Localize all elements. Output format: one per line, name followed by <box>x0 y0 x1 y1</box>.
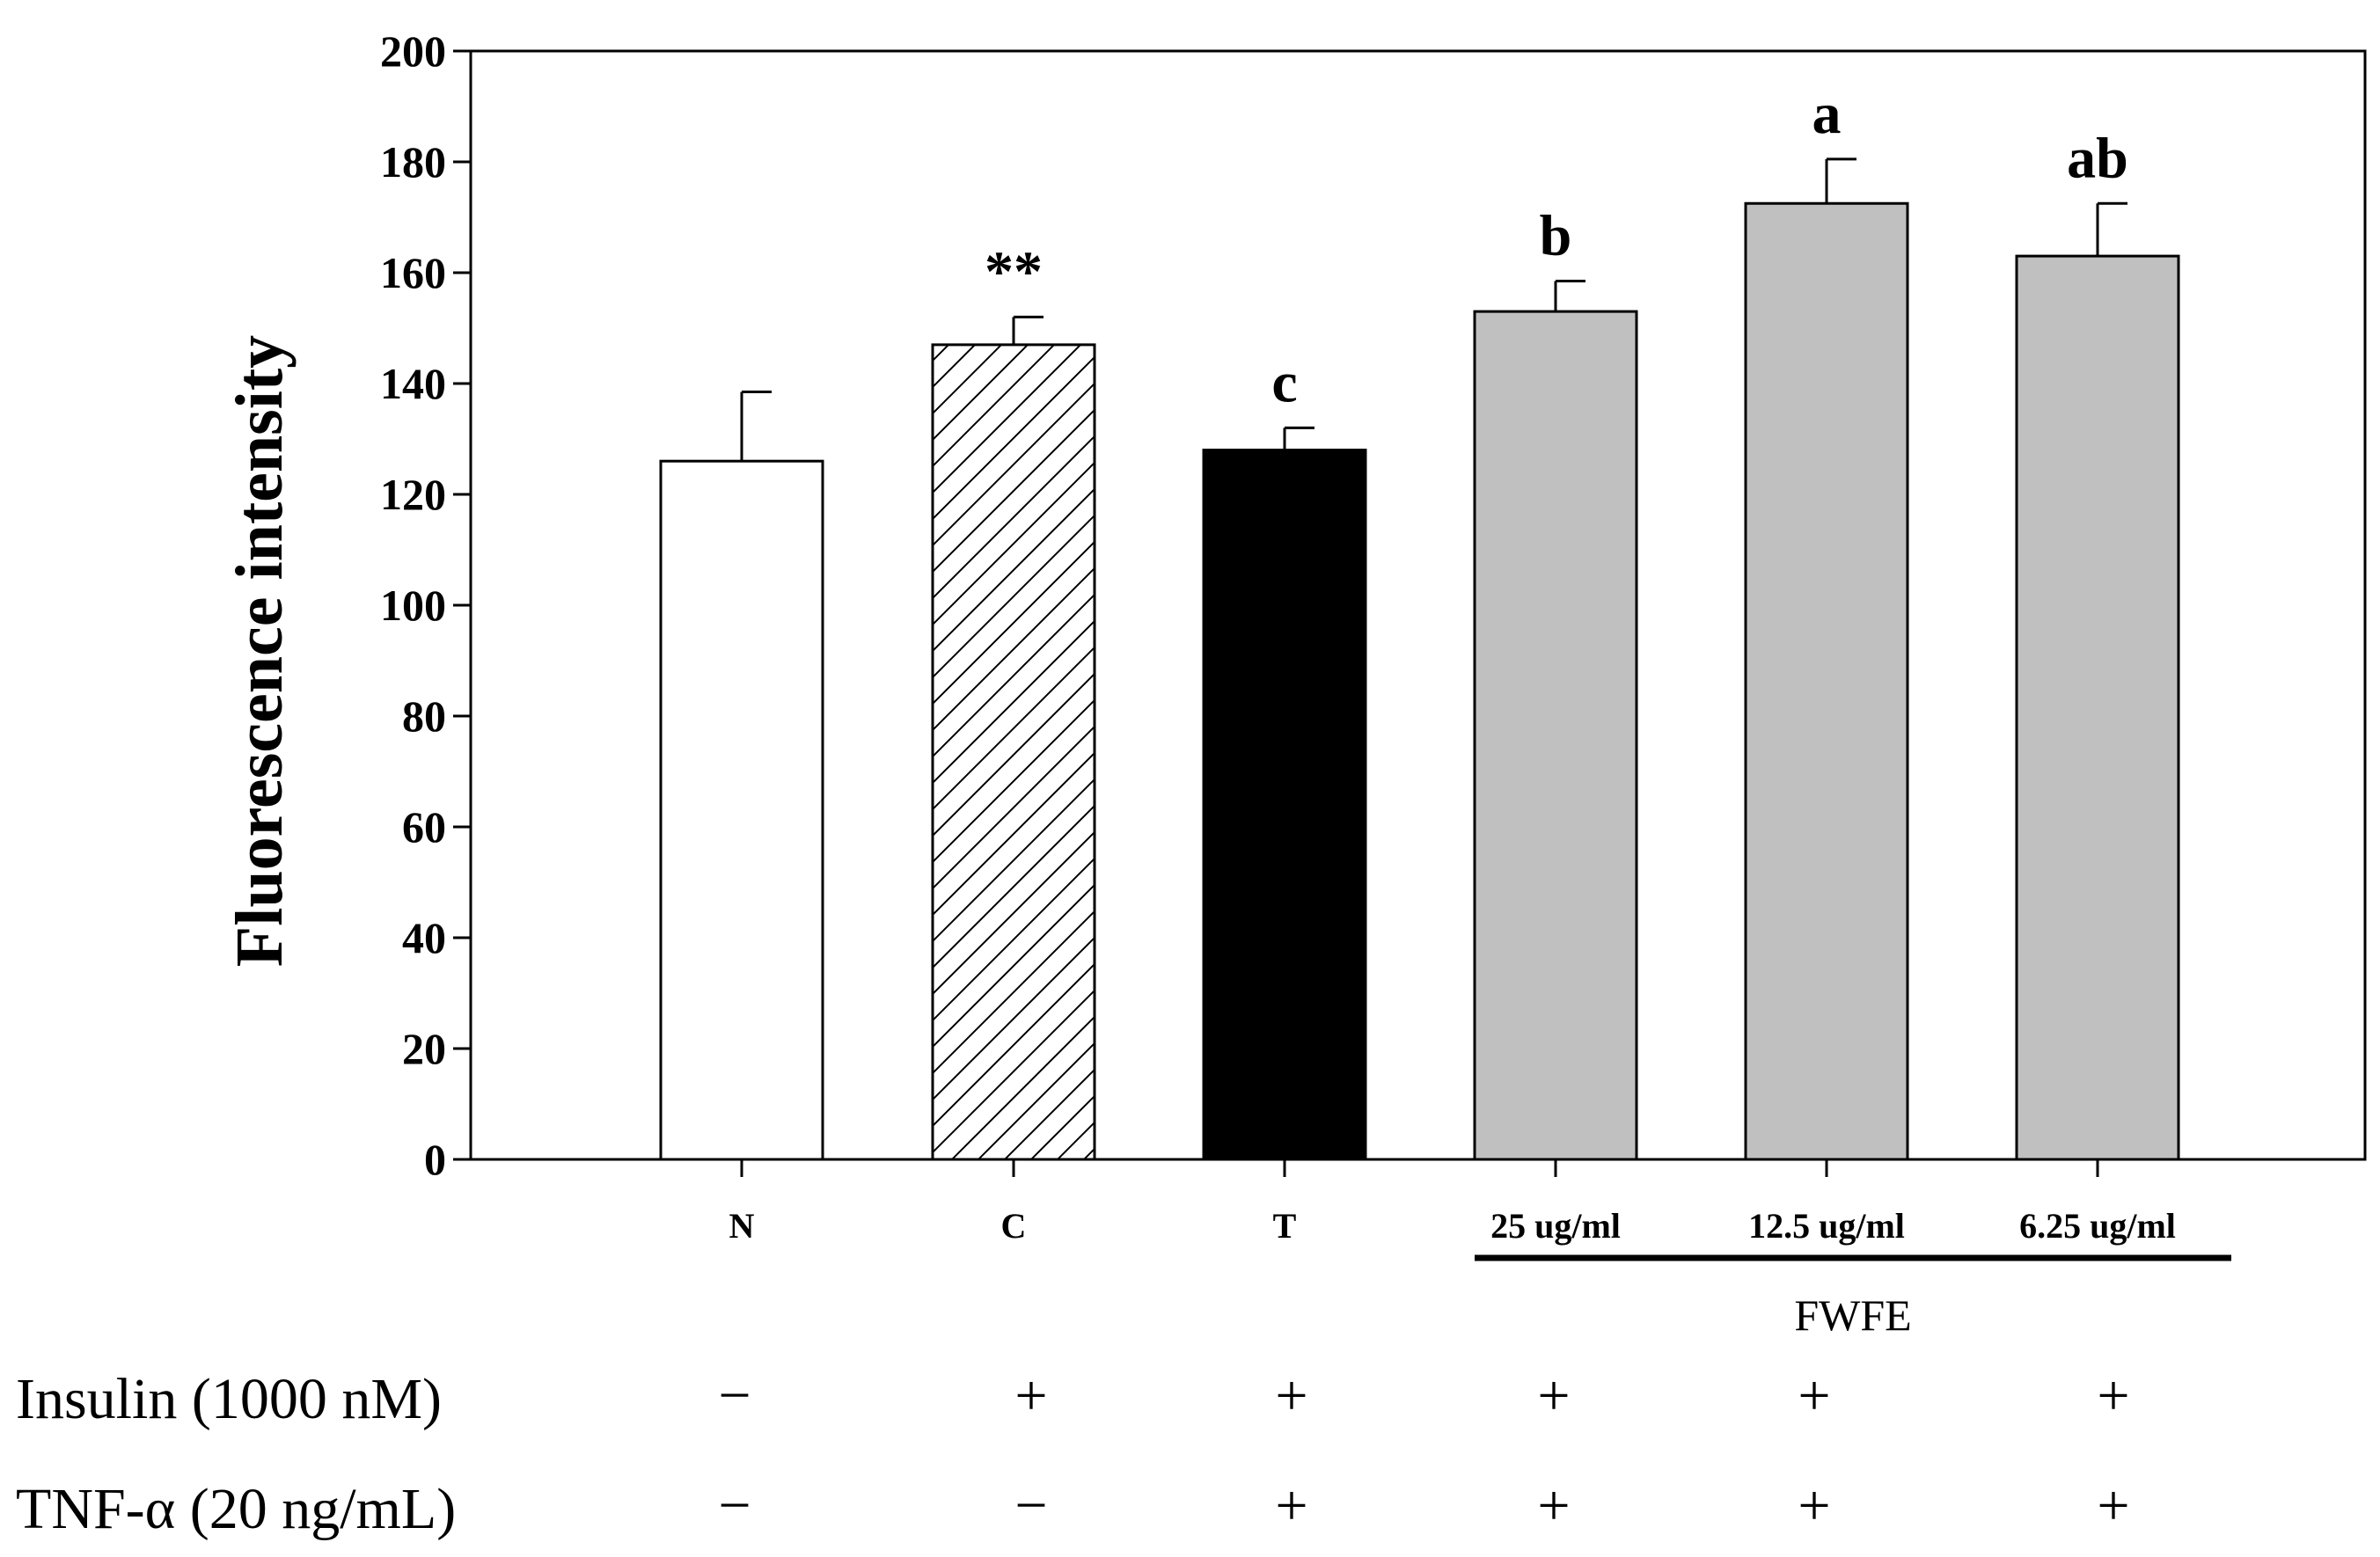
bar-6 <box>2015 254 2180 1161</box>
y-tick-label: 80 <box>402 691 446 741</box>
y-tick-label: 120 <box>380 470 446 519</box>
condition-symbol-1-3: + <box>1275 1363 1307 1428</box>
significance-label-5: a <box>1812 82 1842 146</box>
bar-2 <box>931 343 1096 1161</box>
y-tick-label: 140 <box>380 359 446 408</box>
group-bracket-label: FWFE <box>1794 1290 1911 1340</box>
category-label-2: C <box>1001 1206 1027 1246</box>
category-label-1: N <box>729 1206 755 1246</box>
y-tick-label: 160 <box>380 248 446 297</box>
category-label-3: T <box>1273 1206 1297 1246</box>
y-tick-label: 200 <box>380 26 446 76</box>
y-axis-label: Fluorescence intensity <box>223 335 297 967</box>
condition-label-2: TNF-α (20 ng/mL) <box>16 1477 456 1541</box>
significance-label-2: ** <box>985 239 1043 303</box>
y-tick-label: 20 <box>402 1024 446 1073</box>
condition-symbol-2-6: + <box>2097 1473 2129 1538</box>
condition-symbol-2-5: + <box>1798 1473 1830 1538</box>
condition-symbol-1-2: + <box>1014 1363 1047 1428</box>
y-tick-label: 40 <box>402 913 446 962</box>
significance-label-6: ab <box>2067 126 2128 190</box>
y-tick-label: 180 <box>380 137 446 186</box>
category-label-4: 25 ug/ml <box>1490 1206 1621 1246</box>
condition-symbol-2-2: − <box>1014 1473 1047 1538</box>
y-tick-label: 60 <box>402 802 446 852</box>
category-label-5: 12.5 ug/ml <box>1748 1206 1905 1246</box>
significance-label-3: c <box>1271 350 1297 414</box>
bar-5 <box>1744 201 1909 1161</box>
bars <box>659 157 2180 1161</box>
condition-symbol-1-1: − <box>718 1363 751 1428</box>
bar-3 <box>1202 449 1367 1161</box>
condition-symbol-1-6: + <box>2097 1363 2129 1428</box>
axes: 0 20 40 60 80 100 120 140 160 180 200 <box>380 26 2367 1184</box>
y-tick-label: 100 <box>380 581 446 630</box>
bar-1 <box>659 459 824 1161</box>
condition-symbol-2-4: + <box>1537 1473 1570 1538</box>
condition-symbol-1-4: + <box>1537 1363 1570 1428</box>
bar-4 <box>1473 310 1638 1161</box>
category-label-6: 6.25 ug/ml <box>2019 1206 2176 1246</box>
condition-symbol-2-3: + <box>1275 1473 1307 1538</box>
labels: Fluorescence intensity N ** Cc Tb 25 ug/ml a 1… <box>16 82 2231 1541</box>
y-tick-label: 0 <box>424 1135 446 1184</box>
condition-label-1: Insulin (1000 nM) <box>16 1367 442 1431</box>
condition-symbol-2-1: − <box>718 1473 751 1538</box>
significance-label-4: b <box>1540 203 1572 267</box>
condition-symbol-1-5: + <box>1798 1363 1830 1428</box>
